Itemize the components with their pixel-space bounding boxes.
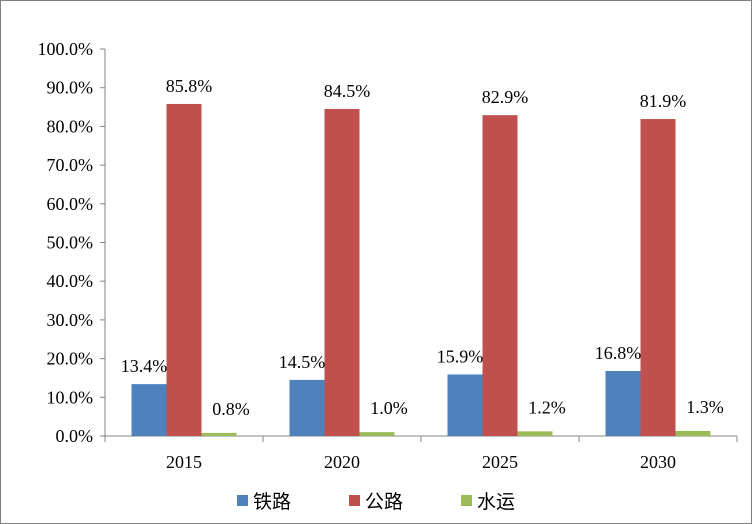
y-tick-label: 40.0% (47, 271, 94, 291)
bar-公路 (482, 115, 518, 436)
bar-公路 (324, 108, 360, 437)
legend-label: 公路 (364, 491, 403, 513)
y-tick-label: 30.0% (47, 310, 94, 330)
bar-公路 (166, 103, 202, 436)
bar-铁路 (605, 370, 641, 436)
data-label: 1.2% (528, 397, 566, 417)
legend-swatch (236, 495, 248, 506)
bar-铁路 (447, 374, 483, 436)
x-tick-label: 2025 (482, 452, 518, 472)
bar-水运 (201, 432, 237, 436)
data-label: 13.4% (121, 356, 168, 376)
data-label: 16.8% (595, 343, 642, 363)
chart-legend: 铁路 公路 水运 (1, 487, 751, 514)
x-tick-label: 2015 (166, 452, 202, 472)
legend-item: 水运 (461, 487, 515, 514)
bar-水运 (517, 431, 553, 436)
legend-item: 铁路 (236, 487, 291, 514)
data-label: 85.8% (166, 76, 213, 96)
y-tick-label: 50.0% (47, 233, 94, 253)
y-tick-label: 60.0% (47, 194, 94, 214)
y-tick-label: 20.0% (47, 349, 94, 369)
x-tick-label: 2030 (640, 452, 676, 472)
data-label: 15.9% (437, 346, 484, 366)
y-tick-label: 100.0% (38, 39, 94, 59)
data-label: 0.8% (212, 399, 250, 419)
data-label: 84.5% (324, 81, 371, 101)
y-tick-label: 80.0% (47, 116, 94, 136)
y-tick-label: 0.0% (56, 426, 94, 446)
data-label: 14.5% (279, 352, 326, 372)
legend-swatch (461, 495, 472, 506)
legend-item: 公路 (348, 487, 403, 514)
data-label: 82.9% (482, 87, 529, 107)
data-label: 1.3% (686, 397, 724, 417)
x-tick-label: 2020 (324, 452, 360, 472)
y-tick-label: 90.0% (47, 78, 94, 98)
bar-公路 (640, 119, 676, 436)
legend-label: 水运 (477, 491, 516, 513)
bar-铁路 (289, 379, 325, 436)
legend-label: 铁路 (252, 491, 291, 513)
data-label: 81.9% (640, 91, 687, 111)
bar-水运 (359, 432, 395, 436)
data-label: 1.0% (370, 398, 408, 418)
bar-铁路 (131, 384, 167, 436)
y-tick-label: 70.0% (47, 155, 94, 175)
bar-水运 (675, 430, 711, 436)
y-tick-label: 10.0% (47, 387, 94, 407)
legend-swatch (348, 495, 360, 506)
